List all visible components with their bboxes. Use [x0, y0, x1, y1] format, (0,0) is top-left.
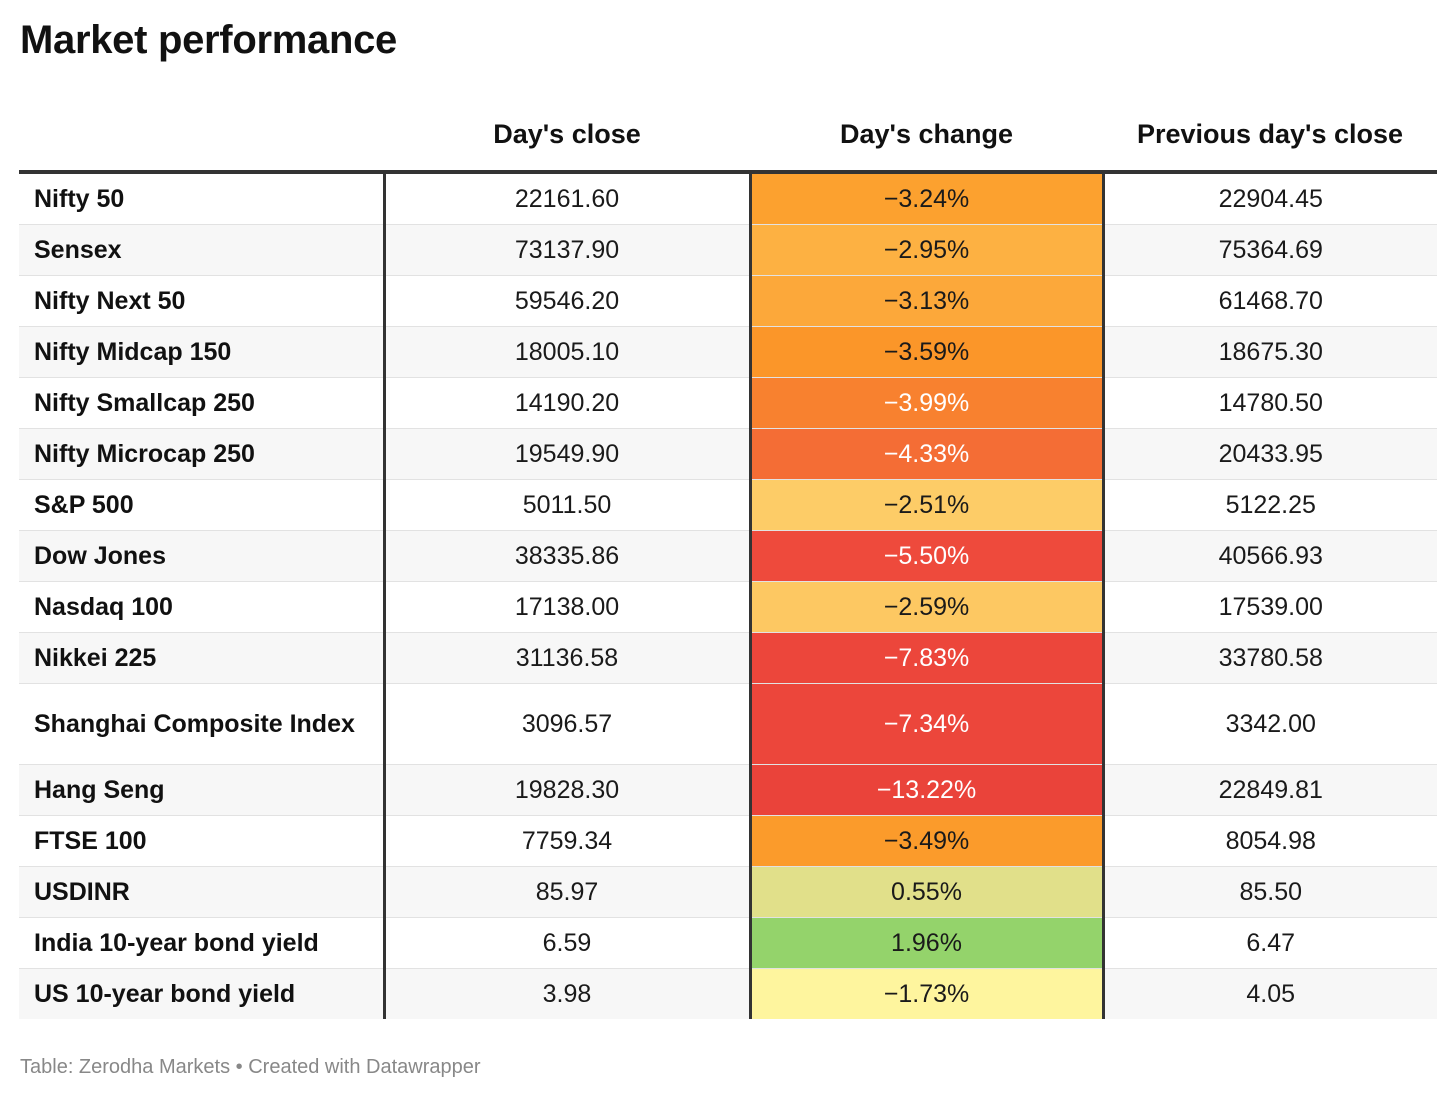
index-name-cell: US 10-year bond yield: [19, 968, 384, 1019]
days-change-cell: −3.24%: [748, 172, 1105, 225]
days-change-cell: −13.22%: [748, 764, 1105, 816]
days-close-cell: 3096.57: [382, 683, 750, 765]
days-close-cell: 6.59: [382, 917, 750, 969]
table-body: Nifty 50 22161.60 −3.24% 22904.45 Sensex 7313…: [19, 172, 1437, 1019]
days-change-cell: 1.96%: [748, 917, 1105, 969]
index-name-cell: Hang Seng: [19, 764, 384, 816]
header-index: [19, 98, 384, 174]
days-close-cell: 18005.10: [382, 326, 750, 378]
index-name-cell: India 10-year bond yield: [19, 917, 384, 969]
days-change-cell: −1.73%: [748, 968, 1105, 1019]
days-close-cell: 19828.30: [382, 764, 750, 816]
table-row: Nasdaq 100 17138.00 −2.59% 17539.00: [19, 581, 1437, 633]
days-change-cell: −2.95%: [748, 224, 1105, 276]
previous-close-cell: 18675.30: [1103, 326, 1437, 378]
table-row: USDINR 85.97 0.55% 85.50: [19, 866, 1437, 918]
index-name-cell: Nifty Smallcap 250: [19, 377, 384, 429]
previous-close-cell: 22904.45: [1103, 172, 1437, 225]
days-close-cell: 73137.90: [382, 224, 750, 276]
table-row: Dow Jones 38335.86 −5.50% 40566.93: [19, 530, 1437, 582]
table-row: S&P 500 5011.50 −2.51% 5122.25: [19, 479, 1437, 531]
previous-close-cell: 85.50: [1103, 866, 1437, 918]
previous-close-cell: 4.05: [1103, 968, 1437, 1019]
index-name-cell: Nifty Midcap 150: [19, 326, 384, 378]
header-previous-days-close: Previous day's close: [1103, 98, 1437, 174]
days-change-cell: −7.83%: [748, 632, 1105, 684]
previous-close-cell: 8054.98: [1103, 815, 1437, 867]
days-close-cell: 7759.34: [382, 815, 750, 867]
days-change-cell: −7.34%: [748, 683, 1105, 765]
index-name-cell: Nifty 50: [19, 172, 384, 225]
table-row: Hang Seng 19828.30 −13.22% 22849.81: [19, 764, 1437, 816]
days-change-cell: −2.59%: [748, 581, 1105, 633]
days-change-cell: −2.51%: [748, 479, 1105, 531]
table-row: FTSE 100 7759.34 −3.49% 8054.98: [19, 815, 1437, 867]
table-row: US 10-year bond yield 3.98 −1.73% 4.05: [19, 968, 1437, 1019]
index-name-cell: S&P 500: [19, 479, 384, 531]
index-name-cell: Nifty Next 50: [19, 275, 384, 327]
days-change-cell: −5.50%: [748, 530, 1105, 582]
source-note: Table: Zerodha Markets • Created with Da…: [20, 1056, 481, 1078]
days-close-cell: 22161.60: [382, 172, 750, 225]
table-row: Nifty Smallcap 250 14190.20 −3.99% 14780.50: [19, 377, 1437, 429]
previous-close-cell: 75364.69: [1103, 224, 1437, 276]
previous-close-cell: 6.47: [1103, 917, 1437, 969]
days-close-cell: 19549.90: [382, 428, 750, 480]
days-close-cell: 3.98: [382, 968, 750, 1019]
index-name-cell: USDINR: [19, 866, 384, 918]
index-name-cell: Dow Jones: [19, 530, 384, 582]
days-close-cell: 5011.50: [382, 479, 750, 531]
days-change-cell: −3.99%: [748, 377, 1105, 429]
days-change-cell: −4.33%: [748, 428, 1105, 480]
header-days-change: Day's change: [750, 98, 1103, 174]
chart-title: Market performance: [20, 18, 397, 62]
previous-close-cell: 14780.50: [1103, 377, 1437, 429]
table-row: Nifty Microcap 250 19549.90 −4.33% 20433.95: [19, 428, 1437, 480]
table-row: Nifty Midcap 150 18005.10 −3.59% 18675.30: [19, 326, 1437, 378]
days-change-cell: −3.49%: [748, 815, 1105, 867]
days-close-cell: 31136.58: [382, 632, 750, 684]
previous-close-cell: 5122.25: [1103, 479, 1437, 531]
table-row: Nifty 50 22161.60 −3.24% 22904.45: [19, 172, 1437, 225]
previous-close-cell: 40566.93: [1103, 530, 1437, 582]
table-row: Nikkei 225 31136.58 −7.83% 33780.58: [19, 632, 1437, 684]
previous-close-cell: 61468.70: [1103, 275, 1437, 327]
days-close-cell: 59546.20: [382, 275, 750, 327]
table-row: India 10-year bond yield 6.59 1.96% 6.47: [19, 917, 1437, 969]
previous-close-cell: 20433.95: [1103, 428, 1437, 480]
index-name-cell: Nasdaq 100: [19, 581, 384, 633]
header-days-close: Day's close: [384, 98, 750, 174]
days-close-cell: 38335.86: [382, 530, 750, 582]
header-row: Day's close Day's change Previous day's …: [19, 98, 1437, 174]
table-row: Shanghai Composite Index 3096.57 −7.34% 334…: [19, 683, 1437, 765]
index-name-cell: Sensex: [19, 224, 384, 276]
index-name-cell: FTSE 100: [19, 815, 384, 867]
previous-close-cell: 33780.58: [1103, 632, 1437, 684]
index-name-cell: Shanghai Composite Index: [19, 683, 384, 765]
market-performance-table: Day's close Day's change Previous day's …: [19, 98, 1437, 1019]
days-close-cell: 17138.00: [382, 581, 750, 633]
previous-close-cell: 17539.00: [1103, 581, 1437, 633]
previous-close-cell: 22849.81: [1103, 764, 1437, 816]
table-row: Nifty Next 50 59546.20 −3.13% 61468.70: [19, 275, 1437, 327]
days-change-cell: −3.13%: [748, 275, 1105, 327]
index-name-cell: Nifty Microcap 250: [19, 428, 384, 480]
previous-close-cell: 3342.00: [1103, 683, 1437, 765]
table-row: Sensex 73137.90 −2.95% 75364.69: [19, 224, 1437, 276]
index-name-cell: Nikkei 225: [19, 632, 384, 684]
days-close-cell: 85.97: [382, 866, 750, 918]
days-change-cell: −3.59%: [748, 326, 1105, 378]
days-close-cell: 14190.20: [382, 377, 750, 429]
days-change-cell: 0.55%: [748, 866, 1105, 918]
